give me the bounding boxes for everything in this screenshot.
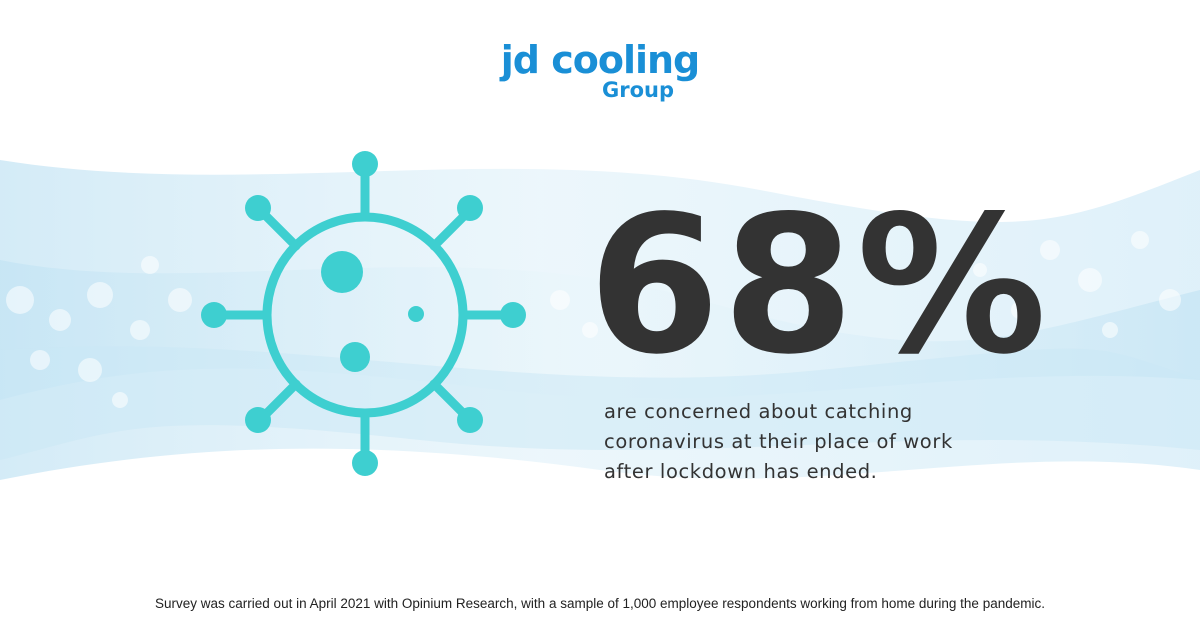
brand-logo: jd cooling Group [500,38,701,104]
statistic-value: 68% [588,175,1049,396]
survey-footnote: Survey was carried out in April 2021 wit… [155,596,1045,611]
statistic-description: are concerned about catching coronavirus… [604,397,1024,487]
bokeh-dots [6,231,1181,408]
description-line: after lockdown has ended. [604,460,878,483]
brand-name: jd cooling [500,38,701,82]
virus-icon [201,151,526,476]
wave-band [0,346,1200,460]
description-line: are concerned about catching [604,400,913,423]
brand-sub: Group [602,78,675,102]
description-line: coronavirus at their place of work [604,430,953,453]
